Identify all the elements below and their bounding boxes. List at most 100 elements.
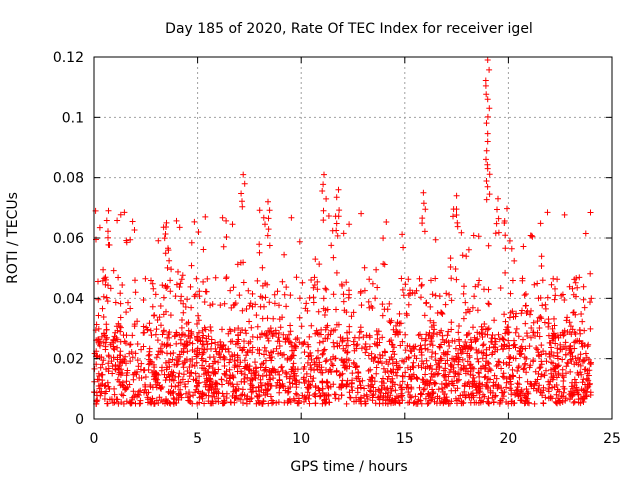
data-point [286, 375, 293, 382]
data-point [320, 305, 327, 312]
data-point [177, 336, 184, 343]
data-point [534, 346, 541, 353]
data-point [134, 318, 141, 325]
data-point [320, 207, 327, 214]
data-point [465, 306, 471, 313]
data-point [349, 377, 356, 384]
data-point [402, 347, 409, 354]
data-point [159, 398, 166, 405]
data-point [372, 295, 379, 302]
data-point [483, 196, 490, 203]
data-point [426, 329, 433, 336]
data-point [577, 369, 584, 376]
data-point [447, 264, 454, 270]
data-point [448, 275, 455, 282]
data-point [299, 341, 306, 348]
data-point [366, 343, 373, 350]
data-point [416, 275, 423, 282]
data-point [549, 325, 556, 332]
data-point [443, 290, 450, 297]
data-point [502, 232, 509, 239]
data-point [257, 303, 264, 310]
data-point [561, 331, 568, 338]
data-point [343, 309, 350, 316]
data-point [438, 327, 445, 334]
data-point [298, 323, 305, 330]
y-tick-label: 0.02 [53, 352, 84, 368]
data-point [454, 223, 461, 230]
data-point [449, 355, 456, 362]
data-point [289, 347, 296, 354]
data-point [180, 309, 187, 316]
data-point [523, 330, 530, 337]
data-point [356, 378, 363, 385]
data-point [369, 305, 376, 311]
data-point [124, 369, 131, 376]
data-point [154, 376, 160, 383]
data-point [539, 302, 546, 309]
data-point [148, 277, 154, 284]
data-point [259, 361, 265, 367]
data-point [545, 378, 552, 385]
data-point [454, 377, 461, 384]
data-point [484, 183, 491, 190]
data-point [463, 392, 469, 399]
data-point [402, 369, 409, 376]
data-point [479, 334, 486, 340]
data-point [388, 337, 395, 344]
data-point [352, 364, 359, 371]
data-point [102, 346, 109, 353]
data-point [267, 393, 274, 400]
data-point [320, 217, 327, 224]
data-point [534, 329, 541, 336]
data-point [153, 354, 160, 361]
data-point [110, 343, 117, 350]
data-point [507, 290, 514, 297]
data-point [483, 352, 490, 358]
data-point [427, 377, 434, 384]
data-point [402, 331, 409, 338]
data-point [456, 323, 462, 329]
data-point [212, 339, 219, 346]
data-point [296, 379, 303, 386]
data-point [275, 368, 281, 375]
data-point [107, 285, 114, 292]
data-point [471, 399, 478, 406]
data-point [450, 382, 457, 389]
data-point [496, 400, 503, 407]
data-point [243, 363, 250, 370]
data-point [447, 361, 454, 368]
data-point [127, 400, 134, 407]
data-point [546, 339, 553, 346]
data-point [125, 299, 131, 306]
data-point [205, 386, 212, 393]
data-point [360, 334, 367, 341]
data-point [147, 383, 154, 390]
data-point [358, 210, 365, 217]
data-point [486, 344, 493, 351]
data-point [563, 317, 570, 324]
data-point [507, 309, 514, 316]
data-point [523, 355, 530, 362]
data-point [102, 281, 109, 288]
data-point [345, 357, 352, 364]
data-point [238, 368, 244, 375]
data-point [515, 363, 522, 370]
data-point [581, 304, 588, 311]
data-point [247, 338, 254, 345]
data-point [381, 261, 388, 268]
data-point [307, 349, 314, 356]
data-point [243, 396, 250, 403]
data-point [538, 342, 545, 349]
data-point [432, 292, 439, 299]
data-point [294, 391, 300, 398]
data-point [422, 395, 429, 402]
data-point [134, 341, 141, 347]
data-point [232, 300, 239, 307]
data-point [484, 130, 491, 137]
data-point [363, 393, 370, 400]
data-point [428, 277, 434, 284]
data-point [359, 377, 366, 384]
data-point [474, 307, 481, 314]
data-point [205, 392, 212, 399]
